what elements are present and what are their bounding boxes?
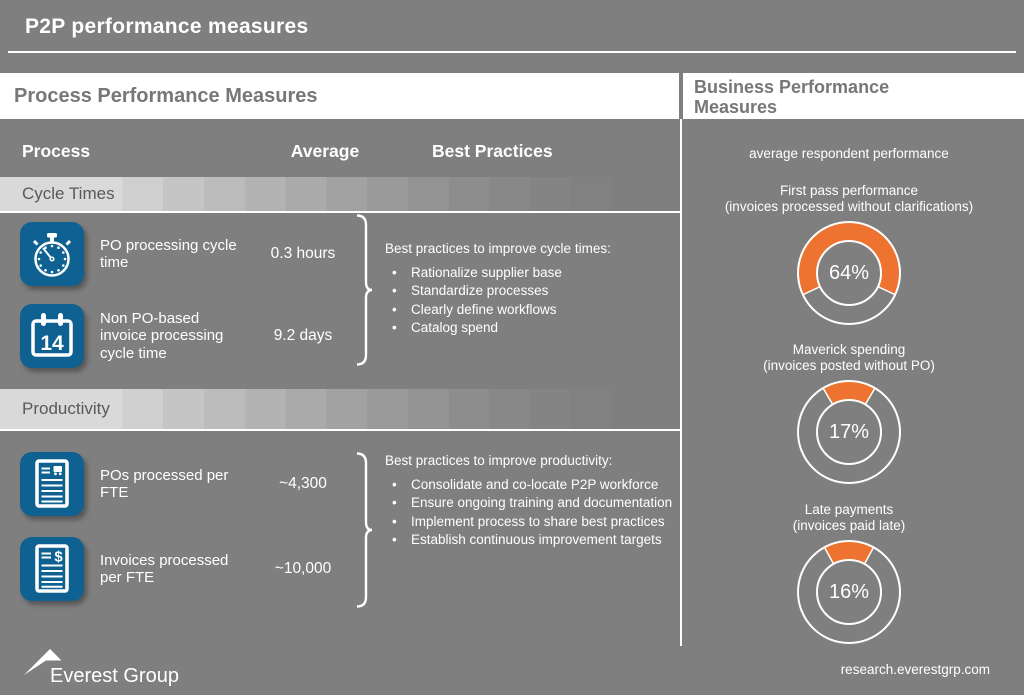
right-panel-heading: Business Performance Measures <box>694 77 890 117</box>
table-row: $ Invoices processed per FTE ~10,000 <box>0 535 355 603</box>
column-header-process: Process <box>22 141 91 161</box>
calendar-day-number: 14 <box>40 332 64 355</box>
chart-subtitle: (invoices posted without PO) <box>763 357 935 373</box>
measure-label: Non PO-based invoice processing cycle ti… <box>100 309 224 362</box>
stopwatch-icon <box>20 222 84 286</box>
heading-band-divider <box>679 73 683 119</box>
bullet-item: Consolidate and co-locate P2P workforce <box>385 476 675 495</box>
chart-subtitle: (invoices paid late) <box>792 517 906 533</box>
table-row: 14 Non PO-based invoice processing cycle… <box>0 300 355 372</box>
section-band-cycle-times: Cycle Times <box>0 177 680 211</box>
best-practices-list: Consolidate and co-locate P2P workforceE… <box>385 476 675 550</box>
mountain-icon <box>24 649 62 675</box>
best-practices-intro: Best practices to improve productivity: <box>385 453 613 468</box>
page-title: P2P performance measures <box>25 15 309 38</box>
logo-text: Everest Group <box>50 665 179 687</box>
column-header-average: Average <box>290 141 360 161</box>
chart-title: First pass performance <box>779 183 919 198</box>
dollar-glyph: $ <box>54 549 63 566</box>
cycle-times-brace <box>356 214 373 366</box>
heading-band <box>0 73 1024 119</box>
everest-group-logo: Everest Group <box>24 649 179 687</box>
best-practices-productivity: Best practices to improve productivity: … <box>385 452 675 550</box>
donut-value-label: 64% <box>828 261 870 284</box>
donut-chart: 17% <box>794 377 904 487</box>
section-label: Cycle Times <box>22 184 115 203</box>
table-row: POs processed per FTE ~4,300 <box>0 450 355 518</box>
bullet-item: Implement process to share best practice… <box>385 513 675 532</box>
bullet-item: Ensure ongoing training and documentatio… <box>385 494 675 513</box>
invoice-document-icon: $ <box>20 537 84 601</box>
bullet-item: Catalog spend <box>385 319 657 338</box>
right-panel-subheading: average respondent performance <box>749 146 949 161</box>
measure-label: Invoices processed per FTE <box>100 551 229 587</box>
measure-value: 9.2 days <box>273 327 333 344</box>
website-link: research.everestgrp.com <box>840 662 990 677</box>
donut-value-label: 17% <box>828 420 870 443</box>
bullet-item: Standardize processes <box>385 282 657 301</box>
measure-label: PO processing cycle time <box>100 236 237 272</box>
bullet-item: Rationalize supplier base <box>385 264 657 283</box>
chart-subtitle: (invoices processed without clarificatio… <box>724 198 974 214</box>
chart-first-pass-performance: First pass performance (invoices process… <box>682 183 1016 328</box>
chart-title: Late payments <box>804 502 894 517</box>
table-row: PO processing cycle time 0.3 hours <box>0 220 355 288</box>
section-underline <box>0 429 680 431</box>
section-label: Productivity <box>22 399 110 418</box>
best-practices-cycle-times: Best practices to improve cycle times: R… <box>385 240 657 338</box>
panel-divider <box>680 119 682 646</box>
productivity-brace <box>356 452 373 608</box>
best-practices-intro: Best practices to improve cycle times: <box>385 241 611 256</box>
bullet-item: Clearly define workflows <box>385 301 657 320</box>
title-underline <box>8 51 1016 53</box>
left-panel-heading: Process Performance Measures <box>14 85 318 107</box>
calendar-icon: 14 <box>20 304 84 368</box>
measure-value: ~10,000 <box>274 560 332 577</box>
section-underline <box>0 211 680 213</box>
chart-late-payments: Late payments (invoices paid late) 16% <box>682 502 1016 647</box>
bullet-item: Establish continuous improvement targets <box>385 531 675 550</box>
donut-value-label: 16% <box>828 580 870 603</box>
donut-chart: 64% <box>794 218 904 328</box>
measure-label: POs processed per FTE <box>100 466 229 502</box>
section-band-productivity: Productivity <box>0 389 680 429</box>
measure-value: ~4,300 <box>279 475 327 492</box>
column-header-best-practices: Best Practices <box>432 141 553 161</box>
donut-chart: 16% <box>794 537 904 647</box>
chart-title: Maverick spending <box>792 342 906 357</box>
best-practices-list: Rationalize supplier baseStandardize pro… <box>385 264 657 338</box>
measure-value: 0.3 hours <box>270 245 336 262</box>
po-document-icon <box>20 452 84 516</box>
chart-maverick-spending: Maverick spending (invoices posted witho… <box>682 342 1016 487</box>
